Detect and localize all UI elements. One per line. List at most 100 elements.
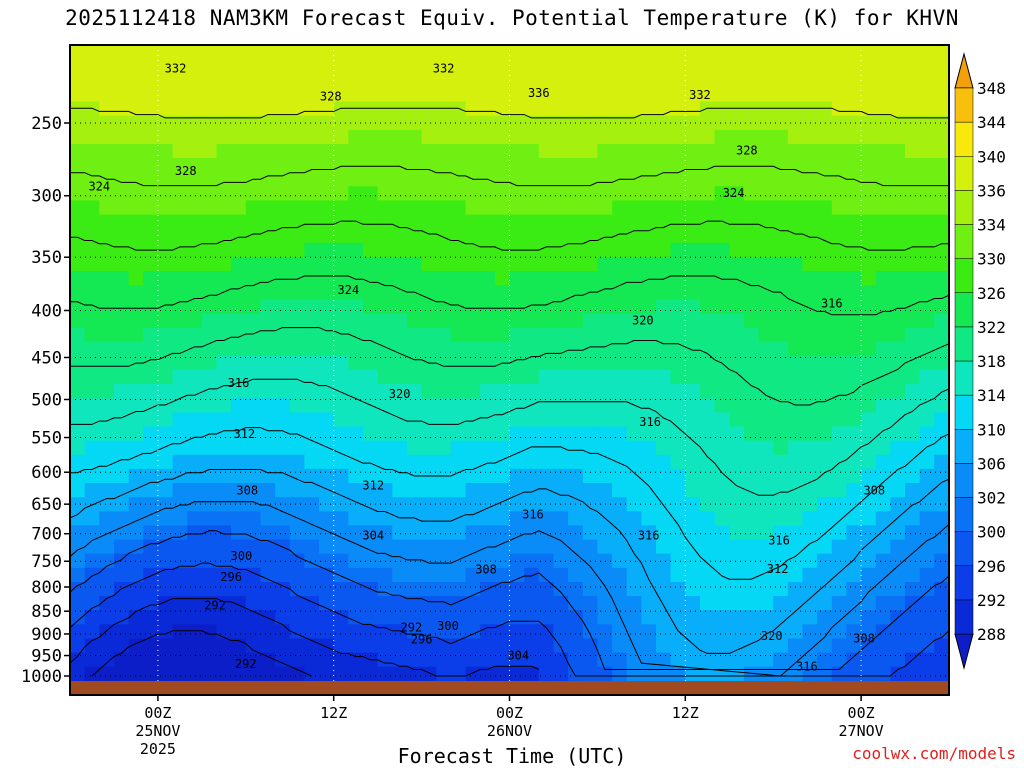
field-cell	[275, 440, 291, 456]
field-cell	[304, 186, 320, 201]
field-cell	[685, 285, 701, 300]
field-cell	[758, 228, 774, 244]
field-cell	[245, 285, 262, 300]
field-cell	[289, 596, 305, 611]
field-cell	[919, 45, 935, 60]
field-cell	[714, 172, 730, 187]
field-cell	[201, 525, 218, 541]
field-cell	[216, 59, 232, 74]
field-cell	[304, 257, 320, 272]
field-cell	[934, 87, 949, 103]
field-cell	[70, 271, 86, 286]
field-cell	[919, 468, 935, 484]
field-cell	[700, 652, 716, 668]
field-cell	[289, 582, 305, 597]
field-cell	[553, 398, 569, 413]
contour-label: 316	[638, 528, 660, 542]
field-cell	[201, 497, 218, 512]
field-cell	[831, 59, 847, 74]
field-cell	[568, 355, 584, 371]
colorbar-swatch	[954, 531, 974, 566]
field-cell	[392, 454, 408, 470]
field-cell	[187, 285, 203, 300]
field-cell	[729, 624, 745, 639]
colorbar-swatch	[954, 565, 974, 601]
field-cell	[245, 271, 262, 286]
field-cell	[187, 596, 203, 611]
field-cell	[861, 539, 877, 555]
field-cell	[407, 271, 423, 286]
field-cell	[407, 327, 423, 343]
field-cell	[509, 341, 525, 357]
field-cell	[70, 412, 86, 428]
field-cell	[641, 45, 657, 60]
field-cell	[626, 214, 642, 230]
field-cell	[99, 271, 115, 286]
field-cell	[890, 45, 906, 60]
field-cell	[626, 511, 642, 526]
field-cell	[114, 242, 130, 258]
field-cell	[480, 214, 496, 230]
contour-304	[70, 501, 949, 677]
field-cell	[289, 525, 305, 541]
field-cell	[612, 666, 628, 682]
field-cell	[641, 454, 657, 470]
field-cell	[568, 228, 584, 244]
field-cell	[524, 158, 540, 173]
field-cell	[641, 511, 657, 526]
field-cell	[905, 525, 921, 541]
field-cell	[538, 652, 555, 668]
field-cell	[582, 370, 598, 385]
field-cell	[275, 143, 291, 159]
field-cell	[729, 412, 745, 428]
field-cell	[582, 624, 598, 639]
field-cell	[861, 285, 877, 300]
field-cell	[875, 666, 891, 682]
field-cell	[714, 115, 730, 131]
field-cell	[421, 511, 437, 526]
field-cell	[421, 638, 437, 654]
field-cell	[128, 59, 144, 74]
field-cell	[758, 398, 774, 413]
field-cell	[187, 45, 203, 60]
field-cell	[450, 299, 467, 314]
field-cell	[905, 567, 921, 583]
field-cell	[934, 638, 949, 654]
field-cell	[201, 73, 218, 88]
field-cell	[919, 398, 935, 413]
field-cell	[509, 327, 525, 343]
field-cell	[524, 440, 540, 456]
field-cell	[99, 525, 115, 541]
field-cell	[568, 87, 584, 103]
field-cell	[275, 624, 291, 639]
field-cell	[289, 186, 305, 201]
field-cell	[128, 624, 144, 639]
credit-link[interactable]: coolwx.com/models	[852, 744, 1016, 763]
field-cell	[84, 327, 100, 343]
field-cell	[861, 129, 877, 145]
field-cell	[582, 257, 598, 272]
field-cell	[626, 45, 642, 60]
contour-label: 316	[821, 296, 843, 310]
field-cell	[890, 398, 906, 413]
field-cell	[84, 143, 100, 159]
field-cell	[524, 45, 540, 60]
field-cell	[802, 228, 818, 244]
field-cell	[84, 553, 100, 569]
field-cell	[670, 398, 686, 413]
field-cell	[172, 271, 188, 286]
field-cell	[890, 200, 906, 216]
field-cell	[831, 412, 847, 428]
field-cell	[509, 355, 525, 371]
field-cell	[875, 652, 891, 668]
field-cell	[143, 384, 159, 399]
field-cell	[568, 101, 584, 117]
field-cell	[304, 172, 320, 187]
field-cell	[934, 497, 949, 512]
field-cell	[143, 172, 159, 187]
field-cell	[743, 313, 760, 329]
field-cell	[743, 370, 760, 385]
field-cell	[714, 440, 730, 456]
field-cell	[494, 59, 511, 74]
field-cell	[450, 285, 467, 300]
